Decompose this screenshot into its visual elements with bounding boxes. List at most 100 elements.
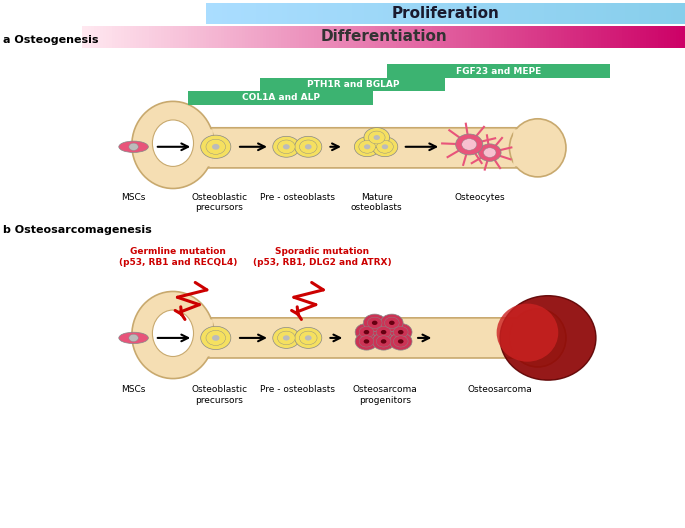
Bar — [253, 3, 256, 24]
Bar — [360, 26, 362, 48]
Bar — [610, 26, 612, 48]
Bar — [236, 26, 239, 48]
Circle shape — [373, 135, 380, 140]
Circle shape — [277, 331, 295, 345]
Bar — [486, 26, 489, 48]
Bar — [292, 3, 294, 24]
Text: FGF23 and MEPE: FGF23 and MEPE — [456, 67, 541, 76]
Bar — [263, 3, 265, 24]
Bar — [140, 26, 142, 48]
Bar — [551, 3, 553, 24]
Bar — [595, 26, 597, 48]
Bar — [599, 3, 601, 24]
Bar — [547, 26, 549, 48]
Bar — [450, 26, 453, 48]
Bar — [215, 26, 218, 48]
Bar — [416, 3, 419, 24]
Bar — [671, 3, 673, 24]
Bar — [597, 26, 601, 48]
Bar — [447, 26, 450, 48]
Bar — [85, 26, 88, 48]
Text: Osteocytes: Osteocytes — [454, 193, 505, 202]
Bar — [239, 3, 241, 24]
Bar — [412, 3, 414, 24]
Bar — [268, 3, 270, 24]
Bar — [510, 26, 513, 48]
Bar — [452, 3, 455, 24]
Bar — [354, 3, 356, 24]
Bar — [142, 26, 145, 48]
Bar — [175, 26, 179, 48]
Bar — [444, 26, 447, 48]
Circle shape — [373, 323, 395, 341]
Bar — [404, 3, 407, 24]
FancyBboxPatch shape — [201, 128, 526, 168]
Circle shape — [201, 326, 231, 350]
Circle shape — [364, 144, 371, 149]
Bar — [351, 3, 354, 24]
Bar — [613, 3, 615, 24]
Bar — [538, 3, 541, 24]
Bar — [524, 3, 527, 24]
Bar — [603, 3, 606, 24]
Bar — [634, 26, 637, 48]
Circle shape — [382, 144, 388, 149]
Bar — [637, 3, 639, 24]
Bar — [423, 3, 426, 24]
Bar — [620, 3, 623, 24]
Bar — [438, 26, 441, 48]
Bar — [351, 26, 353, 48]
Bar — [612, 26, 616, 48]
Bar — [356, 26, 360, 48]
Bar — [335, 3, 337, 24]
Bar — [260, 3, 263, 24]
Circle shape — [299, 140, 317, 154]
Bar — [247, 3, 249, 24]
Circle shape — [393, 326, 408, 338]
Bar — [326, 26, 329, 48]
Bar — [395, 3, 397, 24]
Bar — [477, 3, 479, 24]
Bar — [329, 26, 332, 48]
Bar — [627, 3, 630, 24]
Bar — [224, 26, 227, 48]
Bar — [290, 26, 293, 48]
Bar — [632, 3, 634, 24]
Bar — [160, 26, 164, 48]
Bar — [371, 26, 375, 48]
Bar — [377, 26, 381, 48]
Bar — [611, 3, 613, 24]
Bar — [432, 26, 435, 48]
Bar — [519, 3, 522, 24]
Bar — [483, 26, 486, 48]
Circle shape — [295, 136, 322, 157]
Bar — [546, 3, 548, 24]
Bar — [182, 26, 185, 48]
Bar — [340, 3, 342, 24]
Bar — [540, 26, 543, 48]
Bar — [673, 26, 676, 48]
Bar — [420, 26, 423, 48]
Circle shape — [359, 140, 375, 153]
Bar — [416, 26, 420, 48]
Bar — [589, 3, 591, 24]
Bar — [266, 26, 269, 48]
Bar — [82, 26, 85, 48]
Bar — [304, 3, 306, 24]
Text: MSCs: MSCs — [121, 385, 146, 394]
Bar — [256, 3, 258, 24]
Bar — [591, 3, 594, 24]
Bar — [103, 26, 106, 48]
Circle shape — [372, 137, 398, 157]
Ellipse shape — [132, 101, 214, 188]
Bar — [378, 3, 381, 24]
Bar — [448, 3, 450, 24]
Bar — [453, 26, 456, 48]
Bar — [663, 3, 666, 24]
Bar — [318, 3, 321, 24]
Bar — [440, 3, 443, 24]
Bar — [212, 26, 215, 48]
Bar — [362, 3, 364, 24]
Bar — [387, 64, 610, 78]
Bar — [188, 91, 373, 105]
